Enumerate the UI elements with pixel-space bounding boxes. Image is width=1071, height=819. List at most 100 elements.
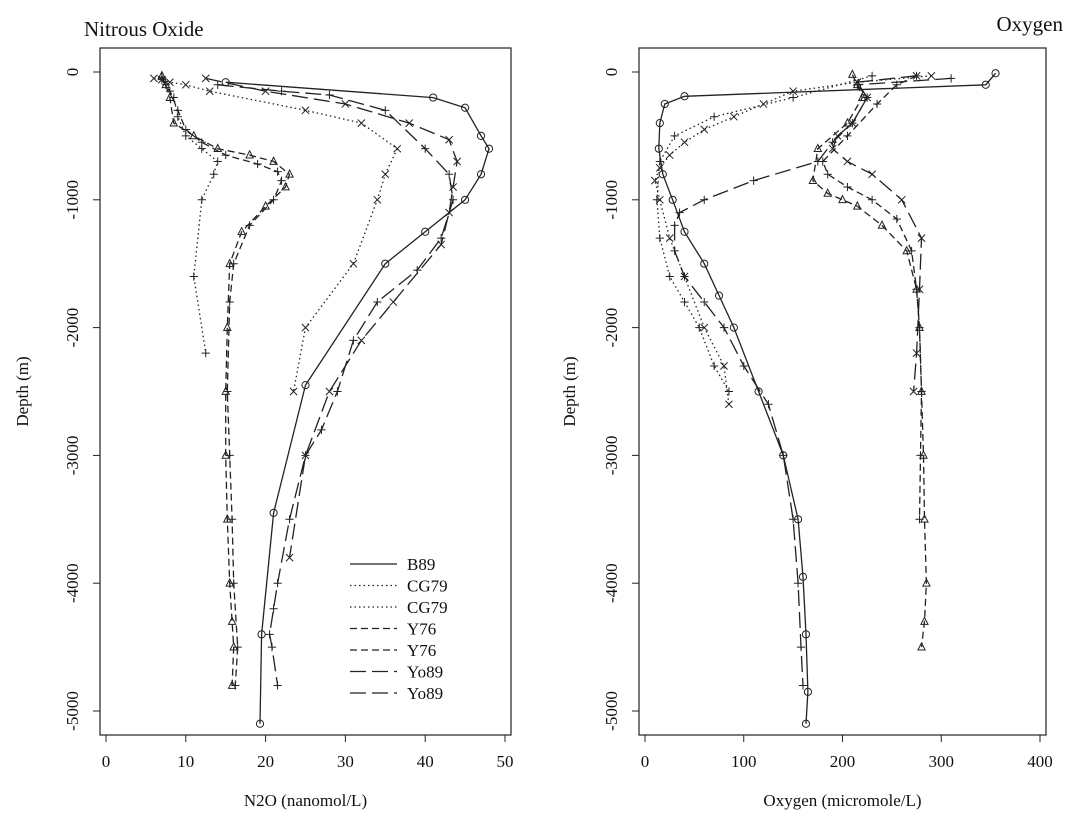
- data-point: [231, 681, 240, 690]
- x-tick-label: 0: [102, 752, 111, 771]
- data-point: [357, 336, 366, 345]
- data-point: [828, 144, 837, 153]
- data-point: [289, 387, 298, 396]
- legend-label: B89: [407, 555, 435, 574]
- data-point: [872, 99, 882, 109]
- data-point: [381, 106, 390, 115]
- series-line: [153, 77, 399, 392]
- data-point: [729, 323, 738, 332]
- data-point: [823, 188, 833, 197]
- series-yo89-5: [828, 71, 926, 396]
- series-line: [654, 75, 932, 405]
- data-point: [476, 131, 486, 140]
- data-point: [764, 400, 773, 409]
- data-point: [381, 259, 390, 268]
- data-point: [868, 71, 877, 80]
- data-point: [915, 323, 924, 332]
- data-point: [437, 234, 446, 243]
- series-line: [161, 79, 283, 686]
- y-tick-label: -3000: [602, 436, 621, 476]
- data-point: [273, 167, 282, 176]
- data-point: [225, 577, 235, 587]
- data-point: [922, 577, 931, 587]
- data-point: [181, 80, 190, 89]
- data-point: [843, 131, 852, 140]
- y-tick-label: -2000: [63, 308, 82, 348]
- data-point: [197, 195, 206, 204]
- data-point: [680, 227, 689, 236]
- data-point: [654, 144, 663, 153]
- data-point: [670, 131, 679, 140]
- y-tick-label: -5000: [63, 691, 82, 731]
- data-point: [281, 181, 290, 191]
- data-point: [222, 322, 232, 331]
- data-point: [670, 246, 679, 256]
- data-point: [225, 297, 234, 307]
- data-point: [680, 92, 689, 101]
- data-point: [665, 234, 674, 243]
- data-point: [852, 200, 862, 210]
- data-point: [897, 195, 906, 204]
- data-point: [349, 259, 358, 268]
- y-tick-label: -3000: [63, 436, 82, 476]
- x-tick-label: 50: [497, 752, 514, 771]
- data-point: [225, 258, 235, 268]
- data-point: [749, 176, 758, 185]
- data-point: [277, 176, 286, 185]
- series-line: [205, 77, 458, 558]
- data-point: [157, 75, 166, 84]
- data-point: [912, 349, 921, 358]
- data-point: [680, 138, 689, 147]
- data-point: [237, 226, 247, 236]
- y-tick-label: -1000: [63, 180, 82, 220]
- legend-label: Yo89: [407, 684, 443, 703]
- legend-label: CG79: [407, 577, 448, 596]
- data-point: [863, 93, 872, 102]
- series-line: [673, 77, 952, 686]
- data-point: [389, 298, 398, 306]
- data-point: [695, 323, 704, 332]
- data-point: [325, 90, 334, 100]
- data-point: [341, 99, 350, 108]
- chart-title: Oxygen: [997, 12, 1064, 36]
- data-point: [273, 579, 282, 588]
- data-point: [373, 297, 382, 307]
- data-point: [655, 119, 664, 128]
- data-point: [798, 681, 808, 690]
- data-point: [909, 387, 918, 396]
- x-tick-label: 20: [257, 752, 274, 771]
- data-point: [221, 150, 230, 160]
- data-point: [680, 272, 689, 281]
- data-point: [920, 513, 929, 523]
- data-point: [843, 157, 852, 166]
- data-point: [453, 157, 462, 166]
- series-line: [822, 75, 923, 520]
- data-point: [680, 297, 689, 307]
- data-point: [720, 361, 728, 370]
- series-b89-0: [654, 69, 1000, 728]
- data-point: [445, 135, 454, 144]
- data-point: [710, 361, 719, 371]
- data-point: [916, 451, 925, 460]
- y-tick-label: 0: [63, 68, 82, 77]
- y-tick-label: 0: [602, 68, 621, 77]
- data-point: [857, 92, 867, 101]
- data-point: [357, 119, 366, 128]
- data-point: [892, 214, 901, 224]
- data-point: [843, 117, 852, 127]
- data-point: [221, 450, 231, 459]
- data-point: [700, 323, 709, 332]
- series-yo89-6: [670, 74, 956, 690]
- x-tick-label: 300: [929, 752, 955, 771]
- data-point: [917, 387, 926, 396]
- data-point: [253, 159, 262, 169]
- data-point: [373, 195, 382, 204]
- data-point: [301, 323, 310, 332]
- series-b89-0: [221, 78, 494, 728]
- series-line: [225, 81, 490, 724]
- data-point: [789, 515, 798, 524]
- data-point: [169, 117, 179, 127]
- y-tick-label: -4000: [602, 563, 621, 603]
- data-point: [739, 361, 748, 371]
- data-point: [476, 170, 486, 179]
